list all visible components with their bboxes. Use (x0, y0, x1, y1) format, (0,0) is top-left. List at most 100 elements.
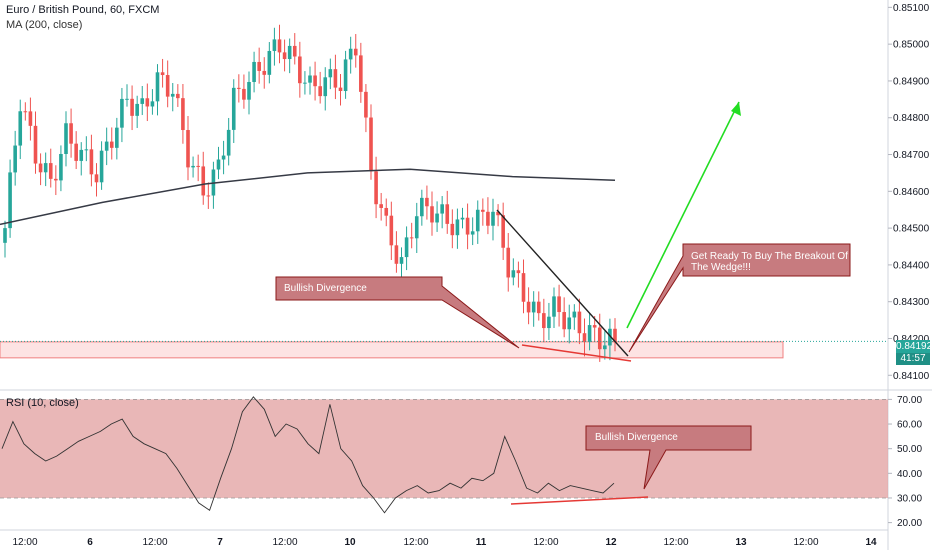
price-tick-label: 0.85100 (893, 3, 930, 14)
candle-body (359, 55, 363, 92)
candle-body (506, 247, 511, 278)
time-tick-label: 12:00 (663, 537, 688, 548)
candle-body (115, 127, 119, 148)
candle-body (237, 87, 241, 89)
candle-body (84, 149, 89, 151)
candle-body (552, 296, 556, 317)
candle-body (292, 45, 297, 57)
rsi-tick-label: 40.00 (897, 469, 922, 480)
candle-body (135, 103, 139, 116)
candle-body (74, 143, 78, 161)
candle-body (79, 149, 84, 161)
candle-body (267, 50, 272, 75)
candle-body (592, 325, 597, 328)
price-tick-label: 0.84400 (893, 260, 930, 271)
candle-body (496, 211, 500, 216)
support-zone (0, 341, 784, 359)
rsi-line (1, 396, 615, 514)
candle-body (69, 123, 73, 144)
price-tick-label: 0.84100 (893, 371, 930, 382)
candle-body (145, 98, 150, 107)
candle-body (48, 163, 53, 179)
candle-body (572, 311, 577, 318)
price-tick-label: 0.84600 (893, 187, 930, 198)
price-tick-label: 0.84700 (893, 150, 930, 161)
candle-body (389, 215, 394, 246)
price-tick-label: 0.84500 (893, 224, 930, 235)
time-tick-label: 10 (344, 537, 356, 548)
candle-body (303, 82, 307, 84)
candle-body (191, 165, 195, 168)
candle-body (3, 228, 7, 243)
price-tick-label: 0.85000 (893, 40, 930, 51)
candle-body (257, 61, 261, 71)
ma-200-line (0, 168, 616, 226)
last-price-tag: 0.84192 (896, 340, 932, 353)
candle-body (425, 197, 429, 207)
time-tick-label: 12:00 (793, 537, 818, 548)
candle-body (231, 87, 236, 130)
time-tick-label: 12:00 (272, 537, 297, 548)
candle-body (582, 333, 587, 342)
time-tick-label: 12 (605, 537, 617, 548)
candle-body (364, 91, 368, 118)
candle-body (262, 70, 267, 75)
candle-body (338, 87, 343, 92)
candle-body (450, 223, 455, 236)
candle-body (414, 216, 419, 239)
candle-body (160, 72, 165, 76)
rsi-tick-label: 60.00 (897, 420, 922, 431)
candle-body (323, 77, 328, 97)
candle-body (343, 59, 348, 92)
candle-body (54, 178, 58, 181)
candle-body (486, 211, 490, 226)
breakout-arrow-shaft (626, 101, 740, 329)
candle-body (313, 75, 317, 87)
candle-body (28, 111, 33, 126)
candle-body (445, 204, 450, 224)
candle-body (170, 93, 175, 97)
rsi-overbought-oversold-band (0, 399, 888, 498)
bar-countdown-tag: 41:57 (896, 353, 930, 365)
candle-body (399, 257, 404, 264)
ma-legend: MA (200, close) (6, 19, 83, 31)
candle-body (409, 237, 414, 239)
bullish-divergence-price-label: Bullish Divergence (284, 283, 367, 294)
price-tick-label: 0.84200 (893, 334, 930, 345)
candle-body (196, 165, 200, 167)
candle-body (272, 39, 277, 51)
candle-body (597, 327, 602, 350)
candles-group (3, 24, 617, 362)
candle-body (516, 270, 521, 274)
candle-body (603, 345, 607, 350)
wedge-upper-trendline (496, 209, 629, 357)
candle-body (150, 101, 155, 107)
candle-body (353, 48, 358, 56)
candle-body (536, 301, 541, 314)
candle-body (181, 98, 185, 131)
candle-body (252, 61, 256, 82)
candle-body (318, 86, 322, 97)
time-tick-label: 14 (865, 537, 877, 548)
candle-body (455, 219, 460, 236)
candle-body (613, 328, 617, 343)
time-tick-label: 12:00 (403, 537, 428, 548)
candle-body (547, 316, 551, 329)
breakout-callout-label: Get Ready To Buy The Breakout Of The Wed… (691, 251, 848, 273)
candle-body (13, 145, 17, 173)
candle-body (64, 123, 68, 154)
candle-body (99, 150, 104, 183)
candle-body (384, 207, 389, 216)
candle-body (43, 163, 48, 173)
candle-body (109, 141, 114, 148)
candle-body (247, 81, 251, 100)
candle-body (404, 237, 409, 258)
candle-body (481, 209, 485, 212)
candle-body (470, 231, 475, 235)
candle-body (491, 211, 495, 226)
rsi-tick-label: 50.00 (897, 444, 922, 455)
candle-body (333, 69, 338, 88)
candle-body (38, 163, 43, 173)
breakout-arrow-head (731, 102, 741, 116)
candle-body (176, 93, 180, 99)
